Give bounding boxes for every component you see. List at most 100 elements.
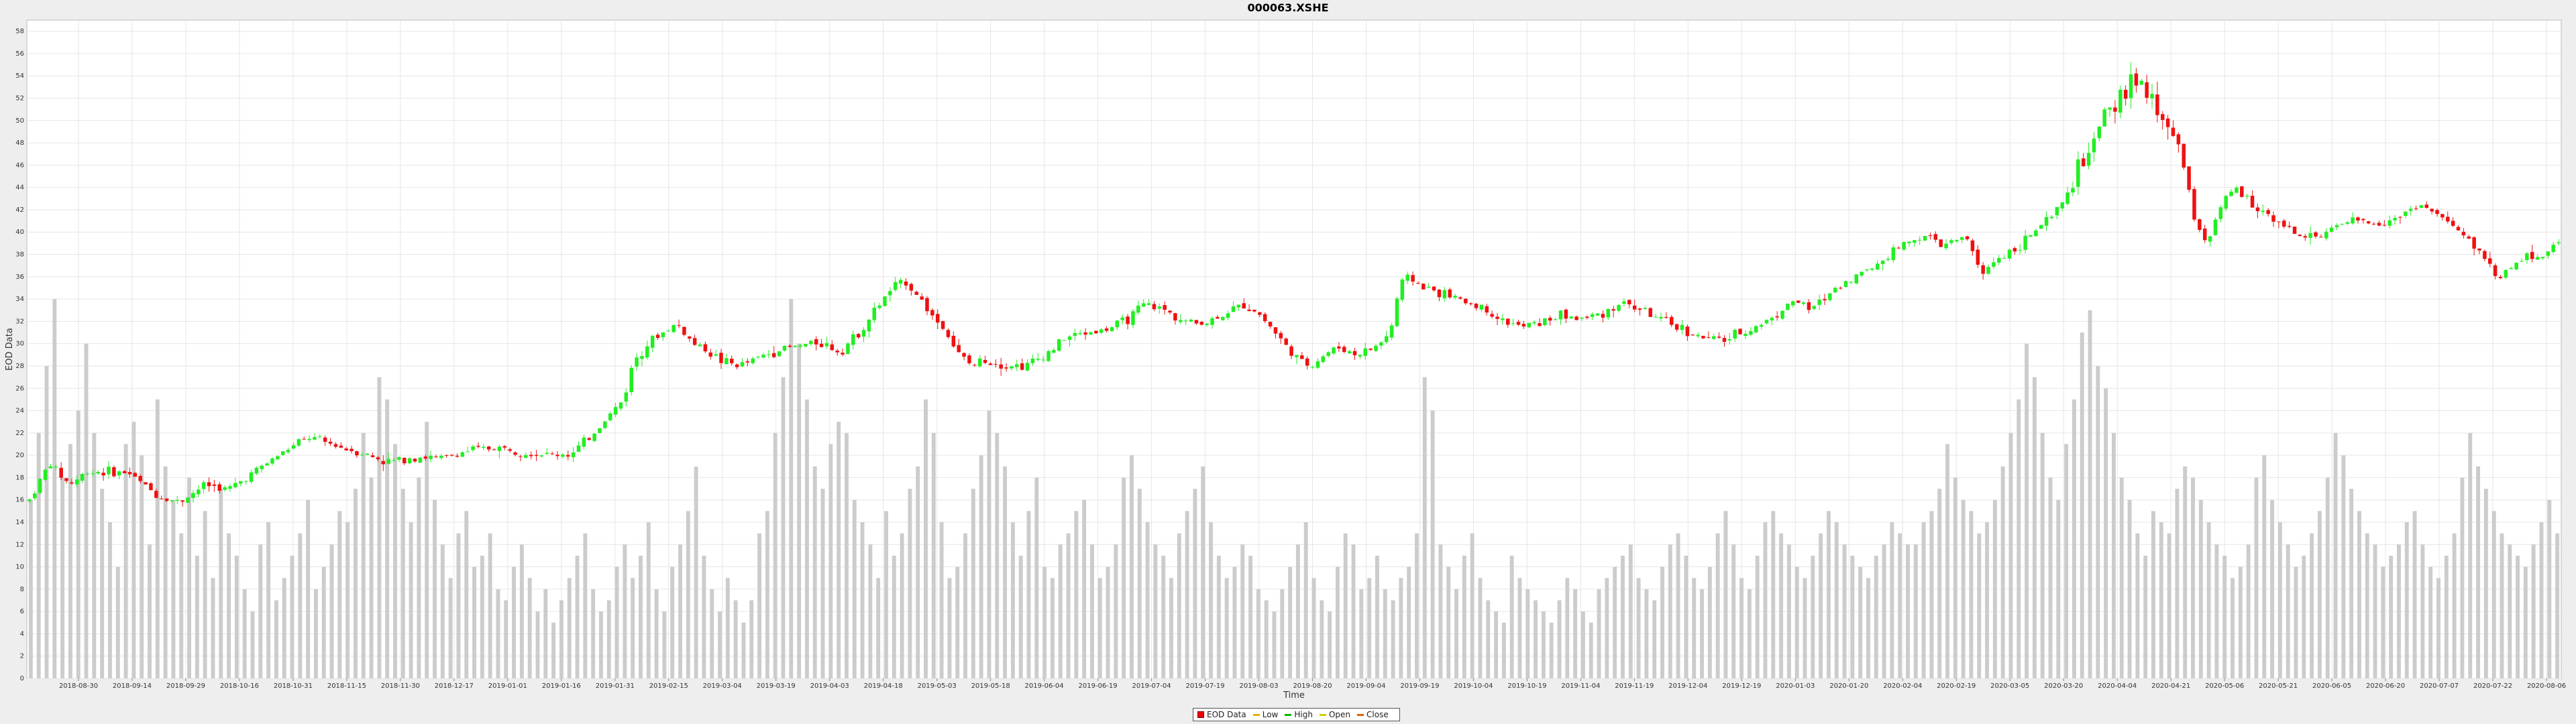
- candle-body: [782, 345, 787, 351]
- volume-bar: [1335, 566, 1340, 678]
- candle-body: [994, 363, 998, 365]
- candle-body: [1643, 308, 1648, 309]
- candle-body: [835, 350, 839, 353]
- volume-bar: [2119, 477, 2124, 678]
- volume-bar: [393, 444, 397, 678]
- candle-body: [2092, 138, 2096, 153]
- candle-body: [2287, 225, 2292, 227]
- candle-body: [2329, 227, 2334, 232]
- volume-bar: [1248, 555, 1253, 678]
- candle-body: [888, 291, 892, 296]
- candle-body: [2155, 94, 2159, 115]
- volume-bar: [639, 555, 643, 678]
- candle-body: [482, 446, 486, 448]
- candle-body: [1880, 260, 1885, 264]
- x-tick-label: 2020-03-05: [1990, 682, 2029, 690]
- volume-bar: [1573, 589, 1578, 678]
- candle-body: [2351, 217, 2355, 224]
- volume-bar: [1256, 589, 1260, 678]
- volume-bar: [1177, 533, 1181, 678]
- x-tick-label: 2019-09-04: [1346, 682, 1385, 690]
- volume-bar: [2500, 533, 2504, 678]
- volume-bar: [1509, 555, 1514, 678]
- candle-body: [1041, 359, 1045, 361]
- candle-body: [645, 346, 649, 358]
- candle-body: [33, 493, 37, 499]
- candle-body: [1205, 323, 1209, 325]
- volume-bar: [2127, 499, 2132, 678]
- candle-body: [2007, 249, 2012, 259]
- candle-body: [1854, 274, 1858, 284]
- volume-bar: [812, 466, 817, 678]
- y-tick-label: 46: [15, 162, 24, 169]
- volume-bar: [1977, 533, 1982, 678]
- candle-body: [1648, 308, 1653, 317]
- candle-body: [1374, 345, 1378, 351]
- volume-bar: [329, 544, 334, 678]
- volume-bar: [606, 600, 611, 678]
- volume-bar: [2096, 365, 2100, 678]
- y-tick-label: 26: [15, 385, 24, 392]
- volume-bar: [2389, 555, 2394, 678]
- candle-body: [1057, 339, 1061, 351]
- candle-body: [2345, 222, 2349, 224]
- x-tick-label: 2019-05-18: [971, 682, 1010, 690]
- x-tick-label: 2018-09-29: [166, 682, 205, 690]
- volume-bar: [1066, 533, 1071, 678]
- candle-body: [355, 451, 359, 456]
- volume-bar: [2302, 555, 2306, 678]
- volume-bar: [1311, 578, 1316, 678]
- candle-body: [2060, 202, 2064, 208]
- volume-bar: [678, 544, 682, 678]
- candle-body: [455, 455, 460, 457]
- volume-bar: [1613, 566, 1617, 678]
- candle-body: [1516, 322, 1521, 325]
- volume-bar: [1874, 555, 1878, 678]
- volume-bar: [1295, 544, 1300, 678]
- candle-body: [692, 338, 697, 345]
- candle-body: [2171, 127, 2176, 136]
- x-axis-label: Time: [1283, 690, 1305, 701]
- candle-body: [112, 467, 116, 477]
- volume-bar: [44, 365, 49, 678]
- candle-body: [1104, 328, 1109, 331]
- volume-bar: [2539, 522, 2544, 678]
- candle-body: [2472, 237, 2476, 249]
- volume-bar: [1644, 589, 1649, 678]
- candle-body: [988, 363, 993, 365]
- volume-bar: [710, 589, 714, 678]
- candle-body: [2424, 204, 2429, 208]
- candle-body: [1955, 239, 1959, 241]
- candle-body: [1595, 313, 1600, 316]
- volume-bar: [504, 600, 508, 678]
- candle-body: [1933, 234, 1938, 240]
- volume-bar: [171, 499, 176, 678]
- candle-body: [914, 292, 918, 295]
- candle-body: [661, 332, 665, 338]
- candle-body: [1617, 305, 1621, 311]
- y-tick-label: 30: [15, 341, 24, 348]
- candle-body: [2018, 249, 2022, 251]
- candle-body: [2393, 218, 2397, 221]
- volume-bar: [797, 343, 802, 678]
- candle-body: [239, 481, 243, 484]
- candle-body: [2261, 210, 2265, 213]
- candle-body: [1120, 317, 1124, 320]
- candle-body: [2229, 191, 2233, 196]
- candle-body: [1521, 324, 1526, 327]
- y-tick-label: 10: [15, 564, 24, 571]
- candle-body: [2461, 231, 2466, 236]
- candle-body: [2076, 159, 2080, 187]
- candle-body: [2224, 196, 2228, 209]
- volume-bar: [820, 489, 825, 678]
- volume-bar: [1486, 600, 1491, 678]
- volume-bar: [1715, 533, 1720, 678]
- x-tick-label: 2019-11-04: [1561, 682, 1600, 690]
- candle-body: [59, 467, 63, 478]
- volume-bar: [1723, 511, 1728, 678]
- candle-body: [1601, 314, 1605, 318]
- volume-bar: [2064, 444, 2069, 678]
- volume-bar: [1114, 544, 1118, 678]
- candle-body: [1817, 299, 1821, 305]
